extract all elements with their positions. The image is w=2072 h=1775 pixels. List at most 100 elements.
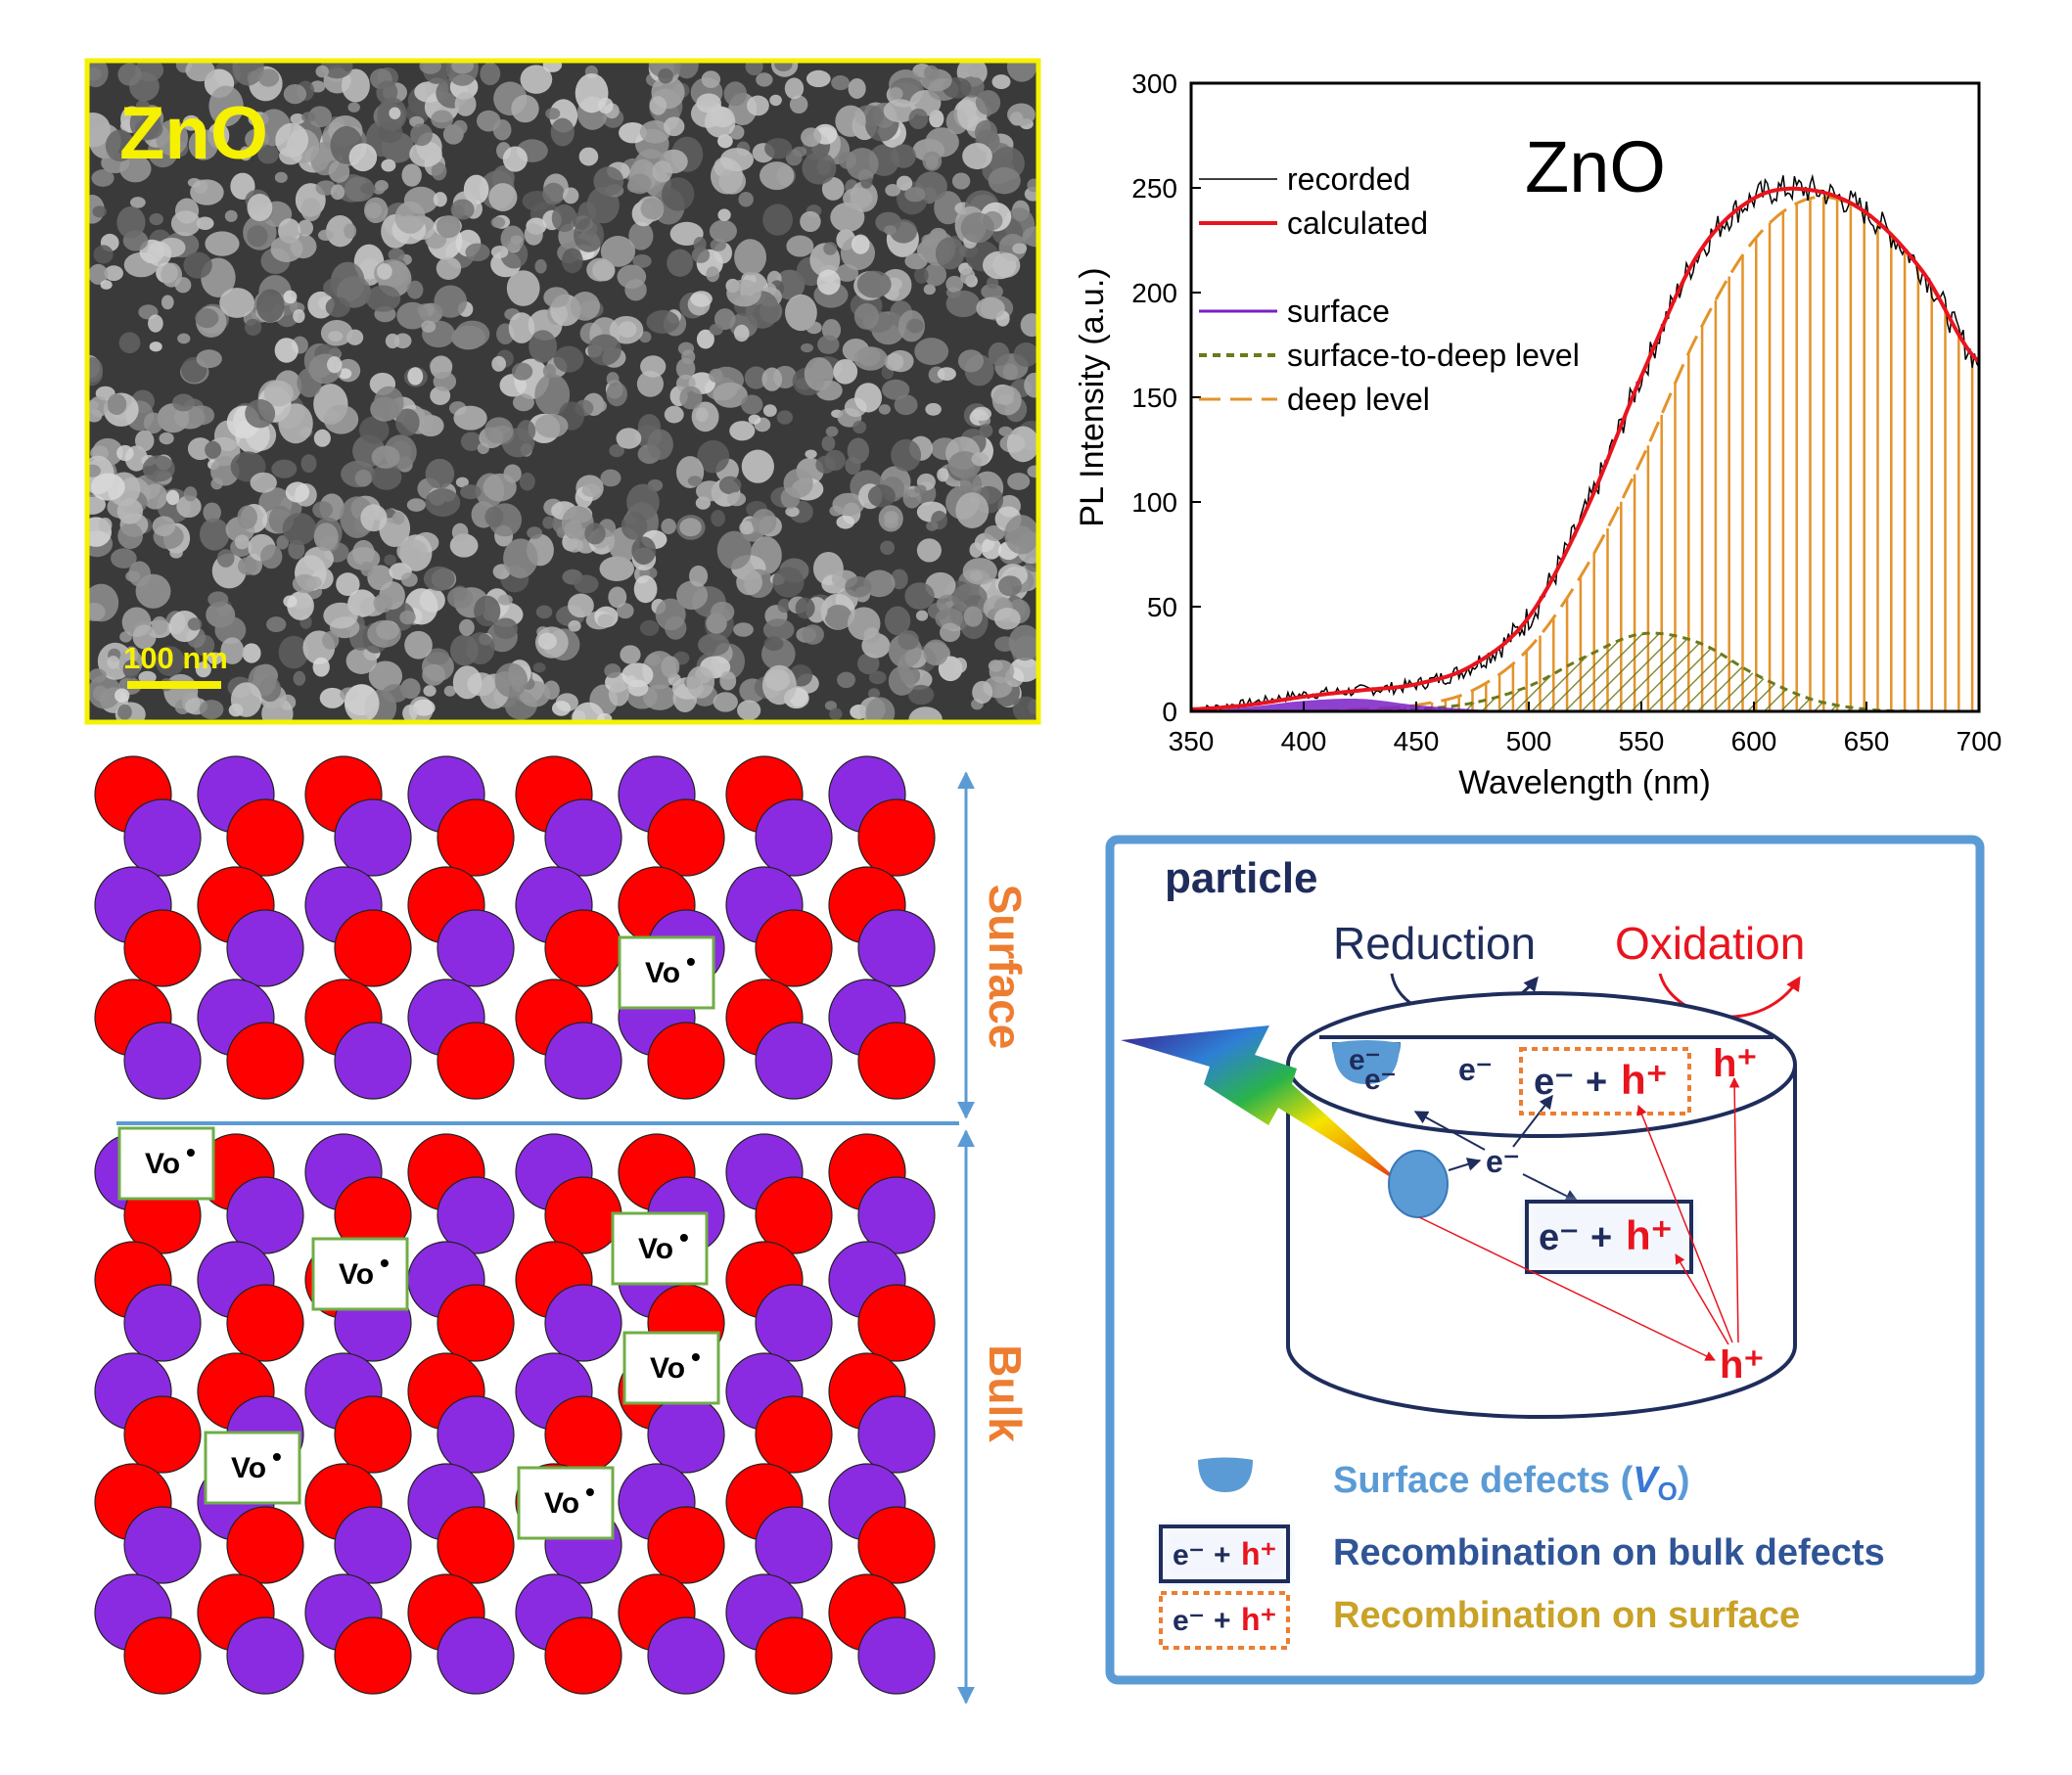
sem-grain: [785, 506, 800, 518]
sem-grain: [465, 243, 490, 262]
zinc-atom: [226, 1176, 304, 1254]
sem-grain: [399, 610, 416, 625]
vacancy-label: Vo: [231, 1452, 266, 1484]
sem-grain: [410, 123, 433, 147]
sem-grain: [207, 591, 229, 608]
sem-frame: [84, 58, 1041, 725]
sem-grain: [709, 219, 737, 243]
sem-grain: [143, 412, 163, 434]
sem-grain: [317, 229, 334, 241]
sem-grain: [739, 521, 755, 535]
sem-grain: [190, 179, 224, 205]
arrow-hole-to-surface-recomb: [1636, 1105, 1733, 1343]
sem-grain: [147, 241, 172, 267]
sem-grain: [196, 349, 222, 369]
sem-grain: [639, 619, 660, 636]
sem-grain: [247, 194, 273, 222]
sem-grain: [760, 161, 795, 191]
sem-grain: [691, 401, 719, 432]
sem-grain: [545, 108, 561, 120]
zinc-atom: [334, 1506, 412, 1584]
sem-grain: [604, 663, 622, 679]
sem-grain: [406, 498, 426, 512]
sem-grain: [376, 80, 398, 105]
sem-grain: [142, 455, 175, 482]
sem-grain: [421, 320, 437, 333]
sem-grain: [621, 512, 648, 540]
sem-grain: [474, 595, 501, 627]
arrow-electron-to-bulk: [1522, 1173, 1580, 1203]
sem-grain: [553, 345, 584, 373]
sem-grain: [257, 144, 279, 164]
sem-grain: [433, 192, 447, 207]
sem-grain: [129, 106, 161, 141]
sem-grain: [303, 546, 335, 571]
vacancy-labels: Vo •Vo •Vo •Vo •Vo •Vo •Vo •: [117, 935, 720, 1540]
sem-grain: [336, 572, 360, 596]
sem-grain: [916, 538, 942, 563]
sem-grain: [868, 670, 887, 685]
sem-grain: [135, 63, 164, 82]
sem-grain: [562, 187, 579, 205]
sem-grain: [914, 338, 949, 366]
sem-grain: [600, 236, 636, 267]
surface-recombination-box: [1519, 1047, 1691, 1115]
sem-grain: [769, 94, 782, 107]
vacancy-label: Vo: [638, 1233, 673, 1265]
sem-grain: [574, 574, 599, 594]
sem-grain: [183, 251, 212, 279]
sem-grain: [633, 575, 658, 604]
sem-grain: [570, 292, 601, 321]
sem-grain: [762, 204, 793, 236]
sem-grain: [761, 664, 797, 705]
sem-grain: [172, 393, 195, 412]
sem-grain: [882, 379, 910, 400]
sem-grain: [729, 421, 756, 441]
legend-label: deep level: [1287, 382, 1430, 417]
sem-grain: [937, 367, 956, 382]
sem-grain: [313, 429, 331, 447]
sem-grain: [691, 247, 711, 263]
sem-grain: [271, 459, 298, 478]
sem-grain: [373, 593, 392, 614]
sem-grain: [664, 116, 685, 137]
arrow-absorber-to-hole: [1418, 1216, 1716, 1361]
sem-grain: [293, 670, 306, 686]
absorber-particle: [1388, 1150, 1449, 1218]
sem-grain: [914, 484, 927, 494]
sem-grain: [510, 235, 523, 245]
sem-grain: [993, 607, 1021, 630]
sem-grain: [159, 432, 174, 445]
y-tick-label: 300: [1131, 68, 1177, 99]
sem-grain: [1022, 226, 1036, 248]
sem-grain: [237, 505, 257, 529]
legend-vo-symbol: V: [1633, 1460, 1660, 1501]
legend-surface-box: [1159, 1591, 1290, 1650]
oxygen-atom: [544, 1616, 622, 1695]
zinc-atom: [123, 1022, 202, 1100]
oxygen-atom: [437, 1022, 515, 1100]
zinc-atom: [437, 1616, 515, 1695]
sem-grain: [205, 440, 222, 459]
sem-grain: [763, 636, 784, 652]
sem-grain: [976, 296, 1005, 320]
sem-grain: [270, 235, 303, 262]
zinc-atom: [755, 1506, 833, 1584]
oxygen-atom: [544, 909, 622, 987]
sem-grain: [988, 341, 1010, 366]
sem-grain: [578, 147, 599, 166]
sem-grain: [255, 289, 285, 323]
sem-grain-texture: [89, 63, 1036, 720]
sem-grain: [620, 645, 641, 664]
sem-grain: [149, 341, 162, 352]
sem-grain: [719, 148, 755, 172]
sem-grain: [404, 630, 433, 660]
sem-grain: [737, 700, 761, 720]
legend-label: calculated: [1287, 205, 1428, 241]
sem-grain: [568, 593, 594, 618]
sem-grain: [454, 320, 490, 348]
zinc-atom: [123, 1284, 202, 1362]
sem-grain: [679, 518, 702, 537]
sem-grain: [806, 69, 831, 88]
legend-bulk-electron: e⁻: [1173, 1539, 1205, 1571]
